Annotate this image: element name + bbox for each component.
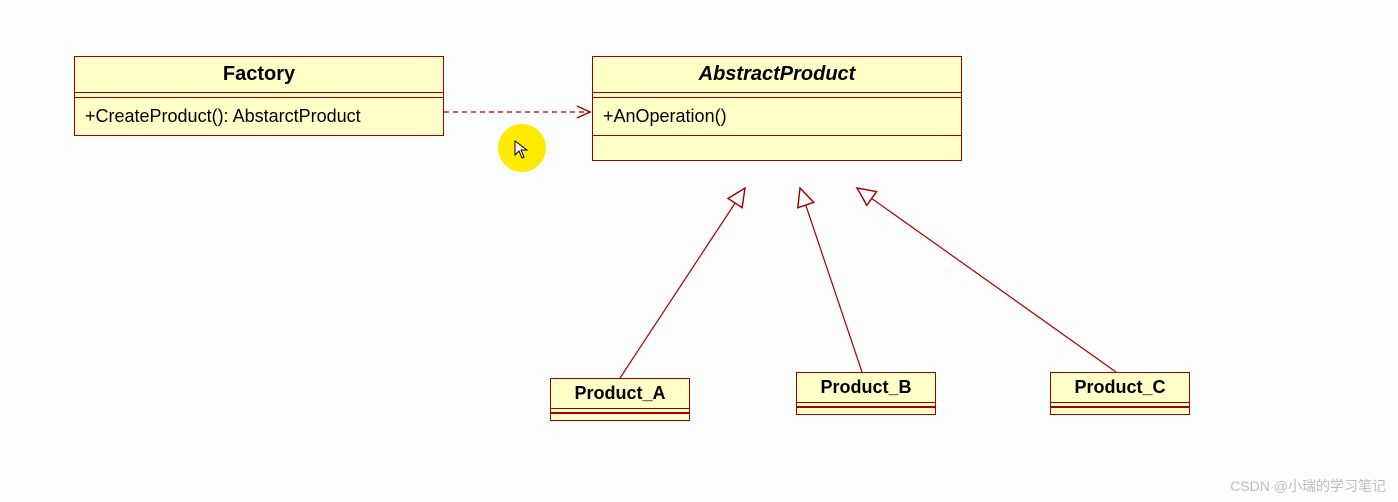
- edge-generalization: [857, 188, 1116, 372]
- edge-generalization: [620, 188, 745, 378]
- class-separator: [593, 135, 961, 160]
- watermark: CSDN @小瑞的学习笔记: [1230, 476, 1386, 496]
- class-product-a: Product_A: [550, 378, 690, 421]
- class-title: AbstractProduct: [593, 57, 961, 93]
- class-title: Product_C: [1051, 373, 1189, 403]
- class-factory: Factory +CreateProduct(): AbstarctProduc…: [74, 56, 444, 136]
- class-product-c: Product_C: [1050, 372, 1190, 415]
- class-operation: +CreateProduct(): AbstarctProduct: [75, 98, 443, 135]
- class-separator: [1051, 407, 1189, 414]
- edge-generalization: [800, 188, 862, 372]
- class-separator: [797, 407, 935, 414]
- class-title: Product_B: [797, 373, 935, 403]
- cursor-highlight-icon: [498, 124, 546, 172]
- class-abstract-product: AbstractProduct +AnOperation(): [592, 56, 962, 161]
- class-title: Factory: [75, 57, 443, 93]
- class-title: Product_A: [551, 379, 689, 409]
- class-operation: +AnOperation(): [593, 98, 961, 135]
- class-product-b: Product_B: [796, 372, 936, 415]
- class-separator: [551, 413, 689, 420]
